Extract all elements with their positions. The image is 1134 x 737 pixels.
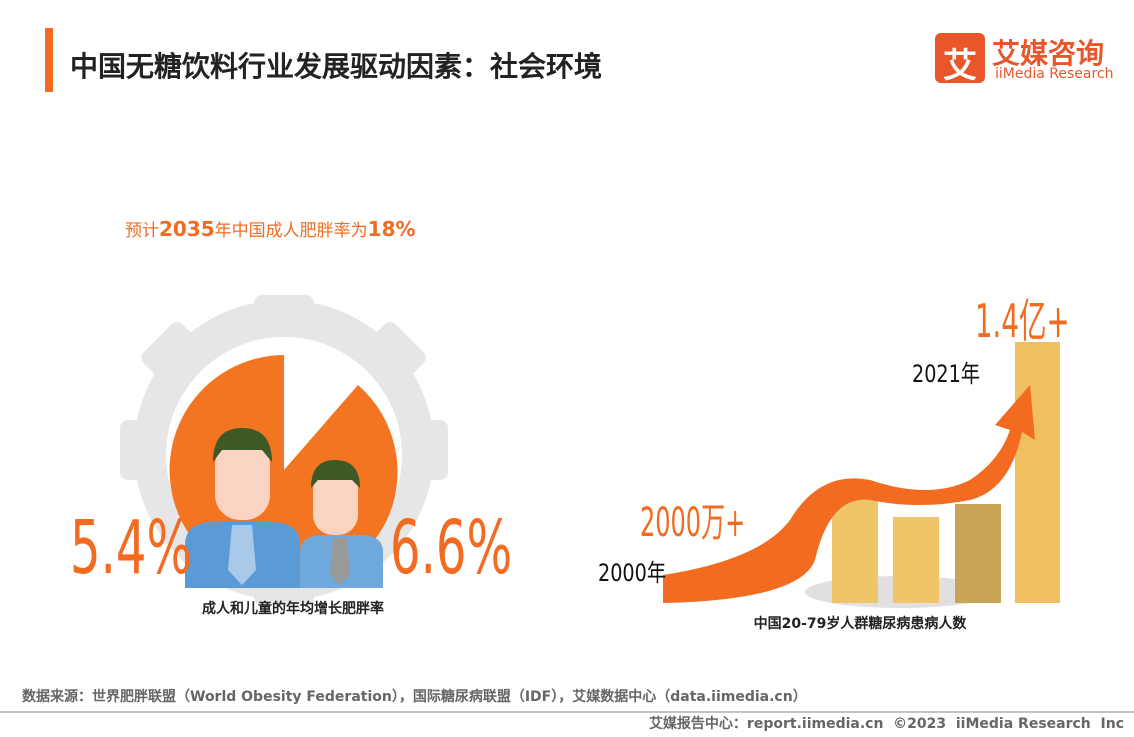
child-icon xyxy=(300,460,383,588)
start-year: 2000年 xyxy=(598,559,667,587)
headline: 预计2035年中国成人肥胖率为18% xyxy=(125,216,416,241)
headline-number: 2035 xyxy=(159,217,215,241)
obesity-caption: 成人和儿童的年均增长肥胖率 xyxy=(202,601,384,617)
bar-decor xyxy=(1015,342,1060,603)
logo-en: iiMedia Research xyxy=(995,66,1114,82)
child-rate: 6.6% xyxy=(390,505,513,591)
trend-arrow xyxy=(663,385,1035,603)
headline-text: 预计 xyxy=(125,221,159,241)
bar-decor xyxy=(893,517,939,603)
end-value: 1.4亿+ xyxy=(975,294,1070,348)
headline-text: 年中国成人肥胖率为 xyxy=(214,221,368,241)
page-title: 中国无糖饮料行业发展驱动因素：社会环境 xyxy=(70,50,603,83)
source: 数据来源：世界肥胖联盟（World Obesity Federation），国际… xyxy=(22,689,807,705)
end-year: 2021年 xyxy=(912,360,981,388)
adult-icon xyxy=(185,428,300,588)
diabetes-caption: 中国20-79岁人群糖尿病患病人数 xyxy=(753,616,967,632)
headline-number: 18% xyxy=(367,217,416,241)
bar-decor xyxy=(955,504,1001,603)
logo-mark: 艾 xyxy=(943,46,977,86)
title-bar xyxy=(45,28,53,92)
bar-decor xyxy=(832,495,878,603)
logo-box xyxy=(935,33,985,83)
logo-name: 艾媒咨询 xyxy=(992,37,1105,70)
copyright: 艾媒报告中心：report.iimedia.cn ©2023 iiMedia R… xyxy=(648,716,1124,732)
adult-rate: 5.4% xyxy=(70,505,193,591)
start-value: 2000万+ xyxy=(640,500,746,546)
